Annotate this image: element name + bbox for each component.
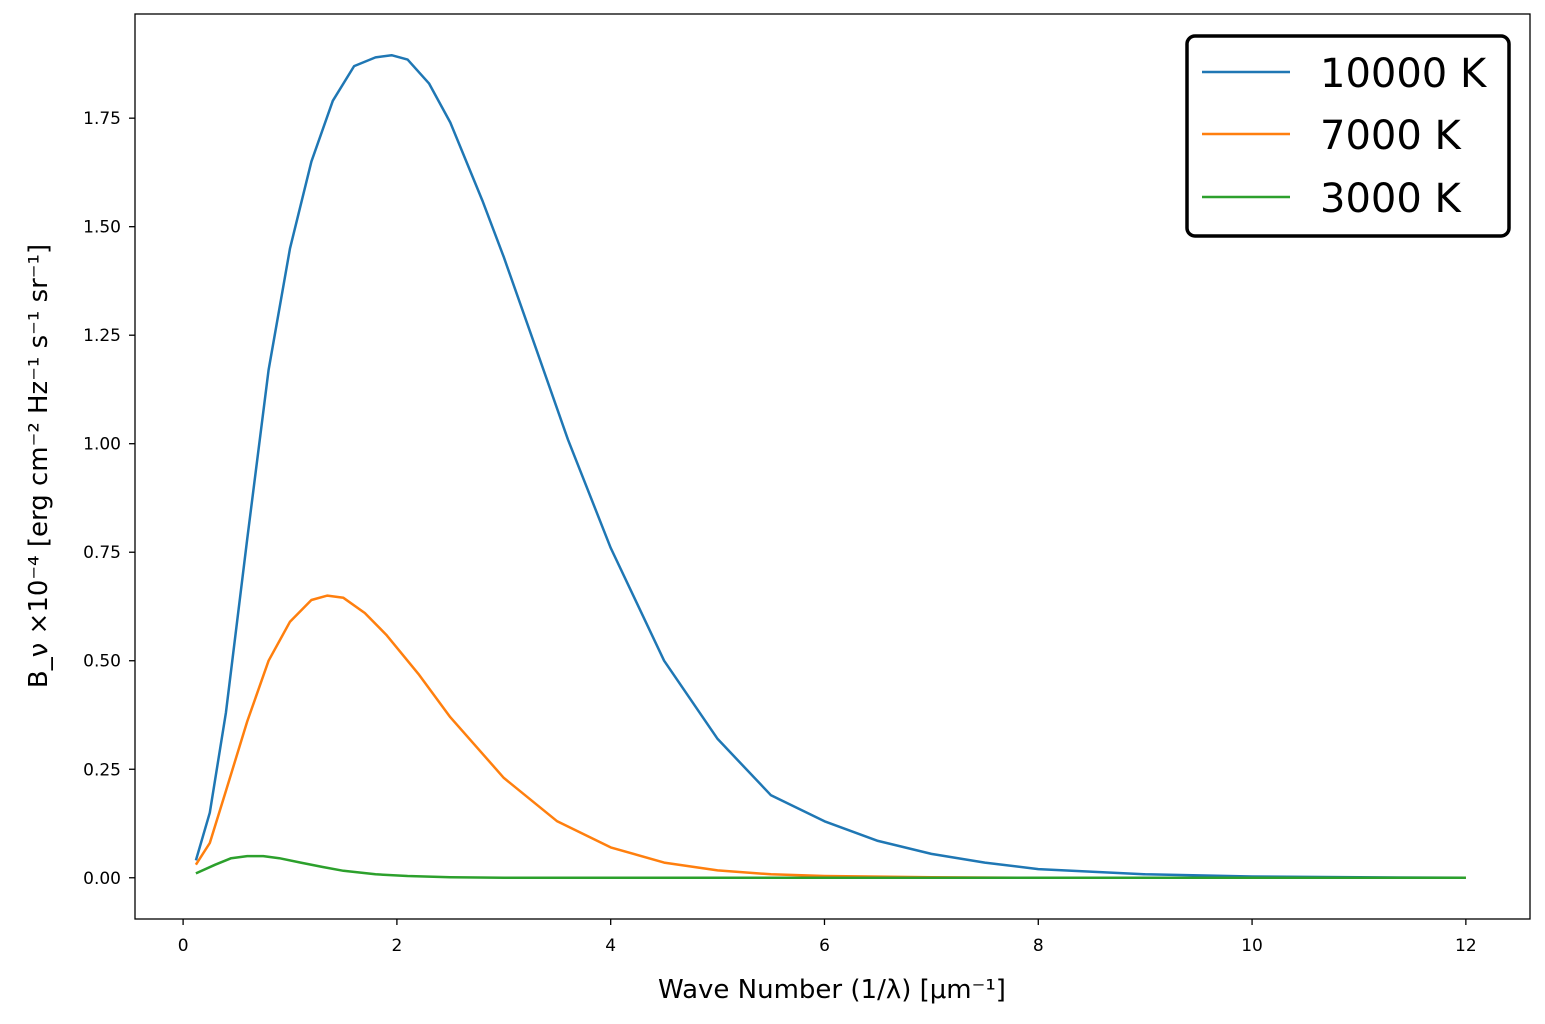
x-tick-label: 8 [1033, 936, 1044, 956]
y-tick-label: 0.75 [83, 543, 121, 563]
x-tick-label: 2 [391, 936, 402, 956]
legend: 10000 K 7000 K 3000 K [1185, 34, 1511, 238]
legend-box [1185, 34, 1511, 238]
series-line-10000-k [194, 53, 1466, 880]
x-tick-label: 12 [1455, 936, 1477, 956]
y-tick-label: 0.25 [83, 760, 121, 780]
y-ticks: 0.00 0.25 0.50 0.75 1.00 1.25 1.50 1.75 [83, 109, 135, 889]
y-axis-label: B_ν ×10⁻⁴ [erg cm⁻² Hz⁻¹ s⁻¹ sr⁻¹] [24, 244, 54, 688]
legend-label-7000k: 7000 K [1320, 113, 1463, 159]
x-tick-label: 6 [819, 936, 830, 956]
series-layer [194, 53, 1466, 880]
series-line-3000-k [195, 854, 1466, 880]
plot-frame [134, 13, 1531, 920]
legend-label-3000k: 3000 K [1320, 176, 1463, 222]
y-tick-label: 1.50 [83, 218, 121, 238]
x-ticks: 0 2 4 6 8 10 12 [178, 919, 1477, 956]
y-tick-label: 1.75 [83, 109, 121, 129]
x-tick-label: 0 [178, 936, 189, 956]
legend-label-10000k: 10000 K [1320, 51, 1488, 97]
y-tick-label: 0.50 [83, 652, 121, 672]
y-tick-label: 0.00 [83, 869, 121, 889]
y-tick-label: 1.00 [83, 435, 121, 455]
y-tick-label: 1.25 [83, 326, 121, 346]
x-axis-label: Wave Number (1/λ) [μm⁻¹] [658, 975, 1006, 1005]
x-tick-label: 10 [1241, 936, 1263, 956]
series-line-7000-k [194, 594, 1466, 880]
x-tick-label: 4 [605, 936, 616, 956]
